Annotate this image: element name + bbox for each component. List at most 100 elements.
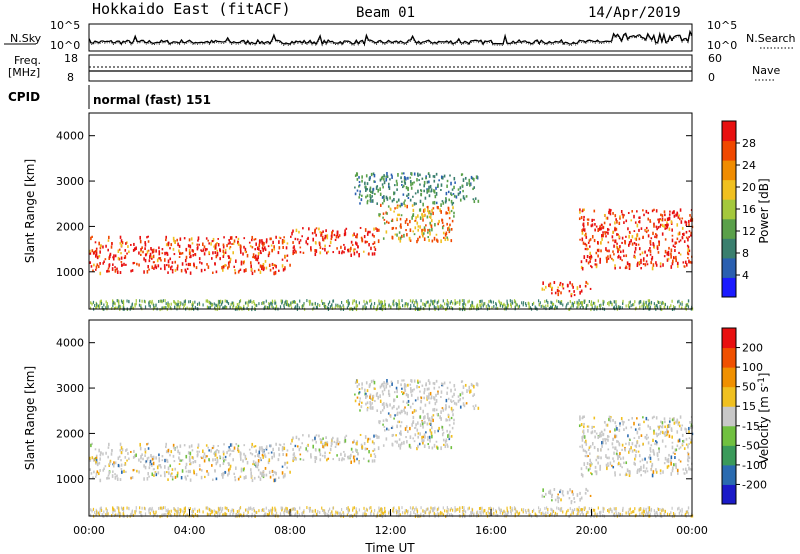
velocity-echo-cell [664, 445, 667, 448]
power-echo-cell [500, 302, 502, 306]
velocity-echo-cell [329, 512, 332, 516]
velocity-echo-cell [361, 386, 363, 390]
power-echo-cell [221, 300, 224, 304]
power-echo-cell [689, 260, 692, 264]
power-echo-cell [356, 172, 359, 177]
velocity-echo-cell [659, 472, 662, 475]
power-echo-cell [686, 244, 689, 247]
power-echo-cell [392, 300, 394, 304]
velocity-echo-cell [140, 512, 142, 516]
power-echo-cell [154, 306, 156, 310]
power-echo-cell [462, 178, 465, 182]
power-echo-cell [161, 306, 163, 310]
velocity-echo-cell [611, 442, 614, 446]
velocity-echo-cell [96, 510, 98, 514]
velocity-echo-cell [327, 457, 330, 460]
power-echo-cell [239, 268, 242, 271]
velocity-echo-cell [358, 403, 360, 406]
power-echo-cell [477, 306, 479, 310]
power-echo-cell [634, 255, 637, 259]
power-echo-cell [649, 221, 652, 223]
power-echo-cell [232, 304, 235, 308]
power-echo-cell [257, 261, 260, 265]
velocity-echo-cell [447, 445, 449, 448]
power-echo-cell [339, 304, 341, 308]
velocity-echo-cell [99, 457, 101, 461]
power-echo-cell [506, 306, 508, 310]
velocity-echo-cell [354, 381, 357, 384]
velocity-echo-cell [257, 475, 260, 479]
velocity-echo-cell [406, 511, 409, 515]
power-echo-cell [440, 189, 442, 191]
velocity-echo-cell [638, 444, 641, 448]
power-echo-cell [432, 302, 434, 306]
velocity-echo-cell [173, 460, 176, 463]
velocity-echo-cell [442, 408, 445, 412]
power-echo-cell [407, 187, 409, 192]
velocity-echo-cell [267, 452, 270, 455]
velocity-echo-cell [667, 464, 670, 468]
power-echo-cell [252, 256, 254, 259]
power-echo-cell [434, 223, 436, 227]
colorbar-tick-label: 24 [742, 159, 756, 172]
velocity-echo-cell [279, 512, 282, 516]
power-echo-cell [561, 283, 564, 286]
velocity-echo-cell [332, 436, 334, 440]
velocity-echo-cell [616, 512, 618, 516]
velocity-echo-cell [587, 510, 589, 514]
power-echo-cell [636, 223, 639, 228]
power-echo-cell [591, 218, 594, 223]
power-echo-cell [522, 301, 525, 305]
power-echo-cell [656, 227, 658, 231]
velocity-echo-cell [227, 473, 229, 477]
power-echo-cell [656, 234, 658, 237]
velocity-echo-cell [656, 441, 658, 444]
power-echo-cell [383, 195, 385, 199]
velocity-echo-cell [119, 449, 122, 452]
power-echo-cell [582, 306, 584, 310]
velocity-echo-cell [235, 466, 237, 470]
power-echo-cell [616, 305, 618, 309]
power-echo-cell [586, 304, 588, 308]
power-echo-cell [676, 264, 679, 268]
power-echo-cell [399, 239, 402, 243]
power-echo-cell [422, 302, 424, 306]
power-echo-cell [169, 266, 172, 271]
velocity-echo-cell [664, 425, 666, 429]
power-echo-cell [581, 210, 584, 213]
velocity-echo-cell [547, 507, 549, 511]
power-echo-cell [435, 172, 438, 176]
power-echo-cell [184, 258, 187, 263]
power-echo-cell [680, 220, 683, 224]
power-echo-cell [535, 306, 537, 310]
power-echo-cell [246, 301, 248, 305]
power-echo-cell [628, 241, 631, 245]
velocity-echo-cell [412, 402, 414, 405]
velocity-echo-cell [391, 382, 393, 386]
velocity-echo-cell [477, 510, 479, 514]
velocity-echo-cell [582, 513, 584, 517]
velocity-echo-cell [286, 449, 289, 452]
velocity-echo-cell [638, 454, 641, 458]
velocity-echo-cell [305, 447, 308, 451]
power-echo-cell [396, 182, 398, 187]
power-echo-cell [140, 247, 142, 251]
colorbar-tick-label: -50 [742, 439, 760, 452]
power-echo-cell [224, 251, 227, 254]
velocity-echo-cell [548, 513, 551, 517]
velocity-echo-cell [554, 511, 557, 515]
velocity-echo-cell [424, 435, 426, 439]
velocity-echo-cell [551, 508, 553, 512]
velocity-echo-cell [103, 510, 105, 514]
velocity-echo-cell [139, 460, 142, 463]
power-echo-cell [688, 230, 691, 233]
noise-left-label: N.Sky [10, 32, 42, 45]
velocity-echo-cell [495, 510, 498, 514]
power-echo-cell [168, 304, 170, 308]
velocity-echo-cell [275, 512, 277, 516]
power-echo-cell [396, 205, 399, 209]
power-echo-cell [420, 299, 422, 303]
power-echo-cell [635, 306, 637, 310]
power-echo-cell [346, 300, 348, 304]
